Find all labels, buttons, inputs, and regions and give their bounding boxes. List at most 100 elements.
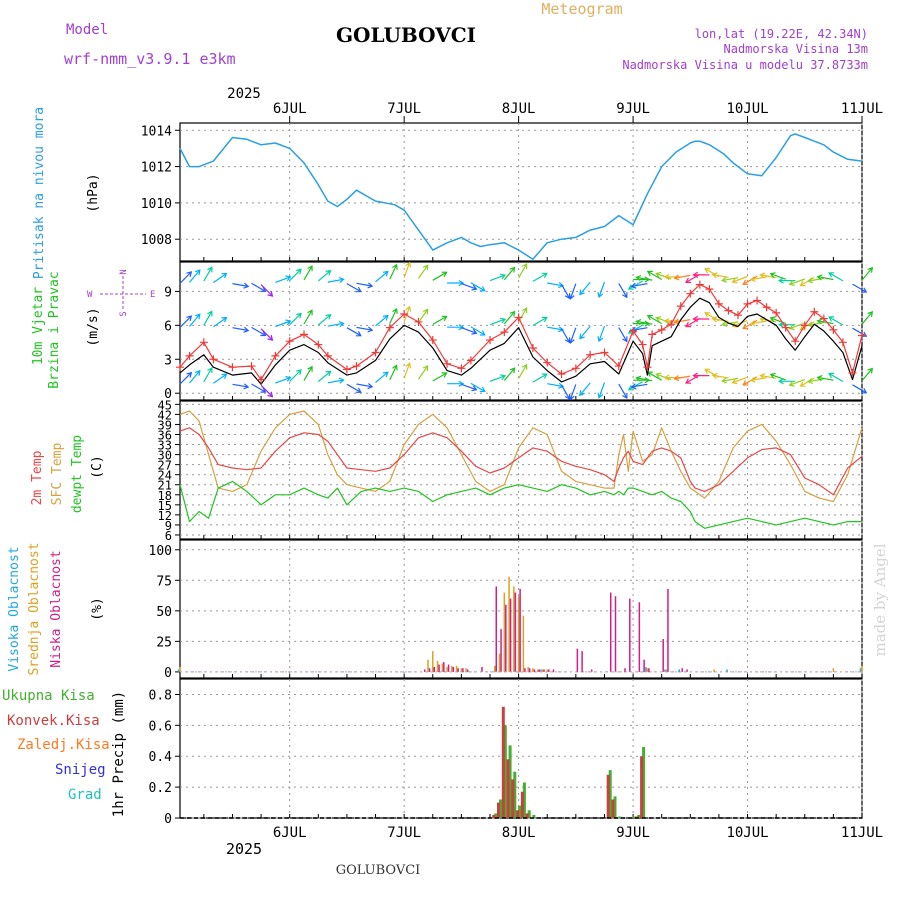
pressure-labels: Pritisak na nivou mora (hPa) [32,107,101,279]
wind-arrow [418,309,429,323]
wind-arrow [489,274,506,282]
wind-arrow-head [521,363,528,370]
wind-arrow-head [243,326,250,333]
wind-arrow-head [673,274,680,281]
wind-arrow-head [655,372,662,379]
t2m-title: 2m Temp [30,450,45,505]
wind-arrow [742,376,758,386]
wind-speed-line [179,297,863,385]
wind-arrow-head [646,270,653,277]
compass-west: W [87,290,93,300]
wind-arrow [532,272,548,282]
wind-arrows [179,261,874,401]
gust-marker [791,337,800,346]
wind-arrow [532,316,548,327]
gust-marker [614,362,623,371]
wind-arrow [260,384,273,398]
wind-arrow-head [338,321,345,328]
wind-unit: (m/s) [86,307,101,346]
wind-arrow-head [458,324,465,331]
wind-arrow-head [338,377,345,384]
wind-arrow-head [186,271,193,277]
wind-arrow-head [685,321,692,328]
wind-arrow [636,377,653,382]
y-tick-label: 0 [164,387,172,402]
wind-arrow-head [260,387,267,393]
wind-arrow [569,327,577,344]
gust-marker [571,364,580,373]
station-title: GOLUBOVCI [336,23,476,47]
wind-arrow-head [267,290,274,297]
wind-arrow [547,282,564,287]
convective-precip-bar [606,774,610,818]
wind-arrow-head [422,264,429,271]
wind-arrow [251,282,266,292]
y-tick-label: 0 [164,812,172,827]
wind-arrow [289,312,302,326]
compass-north: N [119,269,129,274]
wind-arrow-head [441,372,448,378]
wind-arrow [179,315,192,328]
wind-arrow-head [799,324,806,331]
gust-marker [314,340,323,349]
wind-arrow [560,328,571,343]
panel-frame [179,122,863,262]
wind-arrow [618,383,628,399]
wind-arrow [327,322,344,327]
wind-arrow [289,268,302,282]
day-label-top: 7JUL [387,101,421,117]
wind-arrow [489,375,506,382]
wind-arrow-head [749,376,756,383]
gust-marker [323,351,332,360]
wind-arrow [569,283,577,300]
day-label-bottom: 11JUL [841,825,883,841]
wind-arrow-head [597,336,604,343]
wind-arrow-head [692,315,699,323]
wind-arrow-head [742,279,749,285]
wind-arrow [742,319,758,329]
gust-marker [667,320,676,329]
total-precip-bar [532,814,536,818]
gust-marker [371,348,380,357]
day-label-top: 6JUL [273,101,307,117]
wind-arrow-head [635,375,642,382]
wind-arrow-head [355,286,362,293]
total-precip-bar [499,799,502,818]
gust-marker [209,355,218,364]
high-cloud-title: Visoka Oblacnost [7,546,22,671]
wind-arrow-head [243,282,250,289]
wind-arrow-head [479,330,486,336]
gust-marker [819,314,828,323]
wind-arrow-head [769,372,776,379]
y-tick-label: 42 [158,408,172,422]
wind-arrow [560,384,571,400]
wind-arrow-head [392,307,398,314]
wind-arrow [403,262,411,278]
wind-arrow-head [861,331,868,337]
wind-arrow [732,376,748,384]
wind-arrow-head [296,268,302,275]
gust-marker [643,363,652,372]
wind-arrow [807,321,824,326]
gust-marker [714,299,723,308]
wind-arrow-head [646,314,653,321]
wind-arrow-head [799,381,806,387]
y-tick-label: 25 [156,635,172,650]
legend-convective-rain: Konvek.Kisa [7,713,100,729]
y-tick-label: 39 [158,418,172,432]
total-precip-bar [613,796,617,818]
wind-arrow-head [325,313,332,320]
gust-marker [743,299,752,308]
wind-arrow-head [509,310,516,317]
wind-arrow-head [285,275,292,282]
wind-arrow [356,326,373,331]
gust-marker [838,338,847,347]
wind-arrow [569,384,577,400]
wind-arrow-head [630,383,637,390]
wind-arrow [317,370,331,382]
wind-arrow-head [816,375,823,382]
wind-arrow-head [828,372,835,379]
wind-arrow [647,371,662,381]
total-precip-bar [632,816,636,818]
temperature-labels: 2m Temp SFC Temp dewpt Temp (C) [30,435,105,513]
